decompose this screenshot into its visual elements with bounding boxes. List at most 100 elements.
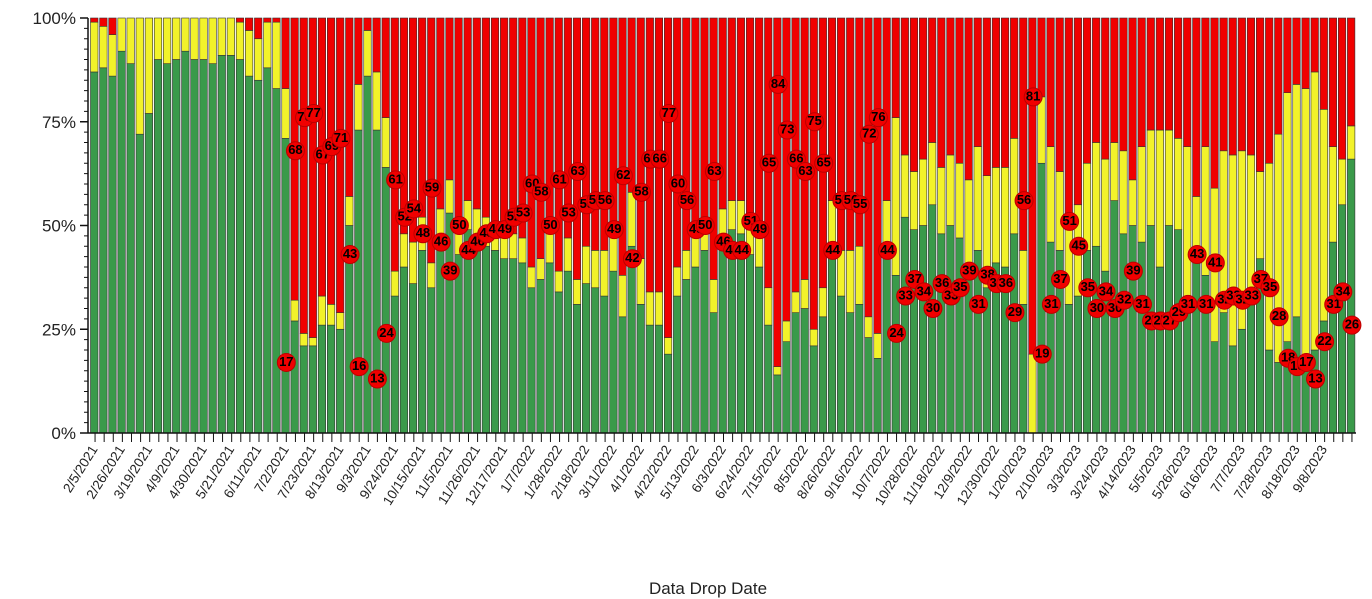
bar-segment	[263, 67, 272, 434]
bar-segment	[527, 287, 536, 434]
data-label: 54	[407, 200, 422, 215]
bar-segment	[955, 162, 964, 239]
bar-segment	[327, 324, 336, 434]
bar-segment	[336, 17, 345, 313]
data-label-badge	[650, 149, 670, 169]
bar-segment	[837, 295, 846, 434]
bar-segment	[846, 250, 855, 313]
bar-segment	[572, 17, 582, 280]
bar-segment	[1210, 17, 1219, 189]
bar-segment	[691, 17, 700, 222]
bar-segment	[600, 17, 609, 251]
data-label: 41	[1208, 254, 1222, 269]
bar-segment	[281, 17, 290, 89]
bar-segment	[627, 245, 636, 434]
bar-segment	[1010, 233, 1019, 434]
bar-segment	[1256, 171, 1265, 260]
data-label-badge	[1342, 315, 1362, 335]
bar-segment	[217, 55, 226, 434]
data-label-badge	[1205, 253, 1225, 273]
bar-segment	[1128, 225, 1137, 434]
data-label-badge	[331, 128, 351, 148]
bar-segment	[427, 287, 436, 434]
data-label-badge	[1005, 303, 1025, 323]
bar-segment	[518, 237, 527, 264]
data-label: 30	[1090, 300, 1104, 315]
bar-segment	[272, 21, 281, 89]
data-label: 26	[1345, 317, 1359, 332]
data-label-badge	[950, 278, 970, 298]
data-label: 72	[862, 126, 876, 141]
bar-segment	[1174, 229, 1183, 434]
data-label: 29	[1008, 304, 1022, 319]
data-label-badge	[1296, 352, 1316, 372]
bar-segment	[536, 258, 545, 280]
data-label-badge	[914, 282, 934, 302]
bar-segment	[873, 17, 882, 334]
bar-segment	[764, 287, 773, 326]
bar-segment	[1019, 17, 1028, 251]
bar-segment	[709, 17, 718, 280]
bar-segment	[272, 17, 281, 23]
data-label-badge	[1260, 278, 1280, 298]
bar-segment	[1246, 17, 1256, 156]
bar-segment	[1174, 138, 1183, 230]
data-label-badge	[349, 357, 369, 377]
bar-segment	[1283, 92, 1292, 342]
bar-segment	[1237, 328, 1246, 434]
data-label: 24	[889, 325, 904, 340]
data-label-badge	[1242, 286, 1262, 306]
bar-segment	[773, 17, 782, 367]
bar-segment	[1265, 17, 1274, 164]
bar-segment	[618, 17, 627, 276]
bar-segment	[1046, 146, 1055, 243]
bar-segment	[1246, 295, 1256, 434]
data-label-badge	[1333, 282, 1353, 302]
data-label: 24	[379, 325, 394, 340]
data-label-badge	[513, 203, 533, 223]
bar-segment	[1256, 17, 1265, 172]
data-label-badge	[896, 286, 916, 306]
bar-segment	[472, 237, 481, 434]
bar-segment	[226, 17, 235, 56]
bar-segment	[418, 17, 427, 218]
data-label: 55	[853, 196, 867, 211]
bar-segment	[682, 17, 691, 251]
bar-segment	[509, 233, 518, 260]
data-label: 46	[434, 234, 448, 249]
bar-segment	[99, 67, 108, 434]
bar-segment	[809, 345, 818, 434]
bar-segment	[691, 266, 700, 434]
data-label: 68	[288, 142, 302, 157]
data-label-badge	[814, 153, 834, 173]
data-label-badge	[568, 162, 588, 182]
bar-segment	[1073, 17, 1082, 206]
bar-segment	[1137, 17, 1146, 147]
bar-segment	[609, 270, 618, 434]
bar-segment	[163, 17, 172, 64]
bar-segment	[1028, 353, 1037, 434]
data-label: 30	[926, 300, 940, 315]
bar-segment	[208, 17, 217, 64]
bar-segment	[363, 30, 372, 77]
bar-segment	[582, 17, 591, 247]
bar-segment	[827, 241, 837, 434]
data-label: 53	[516, 204, 530, 219]
data-label-badge	[1041, 294, 1061, 314]
bar-segment	[1310, 17, 1319, 73]
bar-segment	[991, 17, 1000, 168]
bar-segment	[800, 17, 809, 280]
data-label-badge	[613, 166, 633, 186]
data-label: 65	[762, 155, 776, 170]
bar-segment	[472, 17, 481, 210]
data-label-badge	[1050, 269, 1070, 289]
data-label: 39	[962, 263, 976, 278]
data-label: 76	[871, 109, 885, 124]
data-label: 59	[425, 180, 439, 195]
data-label-badge	[1196, 294, 1216, 314]
bar-segment	[1055, 171, 1064, 251]
bar-segment	[108, 34, 117, 77]
bar-segment	[381, 17, 390, 118]
bar-segment	[290, 299, 299, 322]
bar-segment	[1128, 17, 1137, 181]
